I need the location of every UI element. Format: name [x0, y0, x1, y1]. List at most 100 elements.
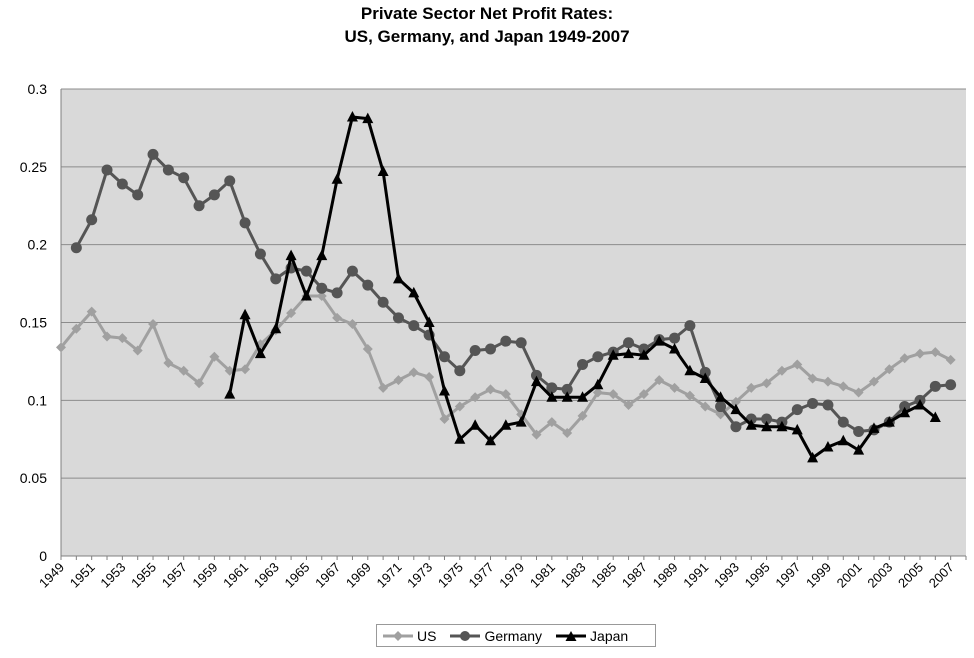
data-point-japan [331, 173, 343, 184]
legend-item-us: US [383, 628, 436, 644]
data-point-germany [853, 425, 865, 437]
x-tick-label: 2003 [864, 560, 895, 591]
x-tick-label: 1967 [312, 560, 343, 591]
data-point-germany [822, 399, 834, 411]
x-tick-label: 1949 [36, 560, 67, 591]
data-point-us [470, 392, 481, 403]
data-point-us [148, 319, 159, 330]
data-point-us [362, 343, 373, 354]
x-tick-label: 1983 [558, 560, 589, 591]
data-point-us [562, 428, 573, 439]
data-point-japan [837, 434, 849, 446]
data-point-germany [147, 148, 159, 160]
data-point-us [194, 378, 205, 389]
data-point-germany [515, 337, 527, 349]
data-point-japan [469, 419, 481, 430]
x-tick-label: 1961 [220, 560, 251, 591]
data-point-japan [346, 111, 358, 122]
data-point-japan [653, 335, 665, 346]
data-point-japan [669, 342, 681, 354]
data-point-us [86, 306, 97, 317]
data-point-germany [715, 401, 727, 413]
data-point-us [792, 359, 803, 370]
data-point-us [700, 401, 711, 412]
data-point-japan [853, 444, 865, 455]
data-point-germany [208, 189, 220, 201]
data-point-germany [178, 172, 190, 184]
data-point-us [286, 308, 297, 319]
x-tick-label: 1973 [404, 560, 435, 591]
data-point-germany [438, 351, 450, 363]
data-point-japan [607, 349, 619, 360]
data-point-japan [270, 322, 282, 334]
legend: US Germany Japan [376, 624, 656, 647]
data-point-germany [408, 320, 420, 332]
chart-title-line-1: Private Sector Net Profit Rates: [360, 4, 614, 23]
data-point-japan [500, 419, 512, 430]
legend-item-japan: Japan [556, 628, 628, 644]
data-point-germany [945, 379, 957, 391]
data-point-japan [577, 391, 589, 402]
legend-marker-us [383, 630, 413, 641]
data-point-us [730, 396, 741, 407]
data-point-us [347, 319, 358, 330]
x-tick-label: 1989 [650, 560, 681, 591]
data-point-japan [515, 416, 527, 427]
data-point-japan [531, 375, 543, 387]
x-tick-label: 1977 [466, 560, 497, 591]
data-point-germany [254, 248, 266, 260]
data-point-us [71, 323, 82, 334]
x-tick-label: 1995 [742, 560, 773, 591]
data-point-us [393, 375, 404, 386]
chart-title: Private Sector Net Profit Rates: US, Ger… [0, 2, 974, 48]
data-point-germany [561, 383, 573, 395]
data-point-germany [362, 279, 374, 291]
data-point-germany [929, 380, 941, 392]
y-tick-label: 0.05 [20, 470, 47, 486]
x-tick-label: 1979 [496, 560, 527, 591]
series-line-germany [74, 152, 951, 433]
data-point-us [546, 417, 557, 428]
data-point-us [117, 333, 128, 344]
data-point-us [163, 357, 174, 368]
data-point-us [822, 376, 833, 387]
x-tick-label: 2001 [834, 560, 865, 591]
data-point-germany [193, 200, 205, 212]
x-tick-label: 1991 [680, 560, 711, 591]
data-point-germany [300, 265, 312, 277]
x-tick-label: 2005 [895, 560, 926, 591]
y-tick-label: 0.15 [20, 315, 47, 331]
data-point-us [654, 375, 665, 386]
data-point-us [623, 400, 634, 411]
data-point-us [592, 387, 603, 398]
data-point-germany [101, 164, 113, 176]
data-point-germany [116, 178, 128, 190]
data-point-japan [546, 391, 558, 402]
data-point-germany [469, 345, 481, 357]
data-point-germany [500, 335, 512, 347]
data-point-japan [408, 286, 420, 298]
data-point-japan [745, 419, 757, 430]
data-point-germany [392, 312, 404, 324]
x-tick-label: 1987 [619, 560, 650, 591]
data-point-us [439, 414, 450, 425]
legend-item-germany: Germany [450, 628, 542, 644]
data-point-japan [316, 249, 328, 261]
data-point-germany [239, 217, 251, 229]
x-tick-label: 1985 [588, 560, 619, 591]
legend-marker-japan [556, 630, 587, 641]
x-tick-label: 1959 [189, 560, 220, 591]
data-point-germany [837, 416, 849, 428]
data-point-us [945, 354, 956, 365]
data-point-japan [224, 388, 236, 399]
data-point-germany [484, 343, 496, 355]
x-tick-label: 1955 [128, 560, 159, 591]
data-point-germany [270, 273, 282, 285]
data-point-japan [239, 308, 251, 320]
data-point-us [454, 401, 465, 412]
data-point-germany [454, 365, 466, 377]
data-point-japan [300, 290, 312, 301]
data-point-japan [899, 406, 911, 418]
data-point-japan [285, 249, 297, 261]
data-point-us [899, 353, 910, 364]
